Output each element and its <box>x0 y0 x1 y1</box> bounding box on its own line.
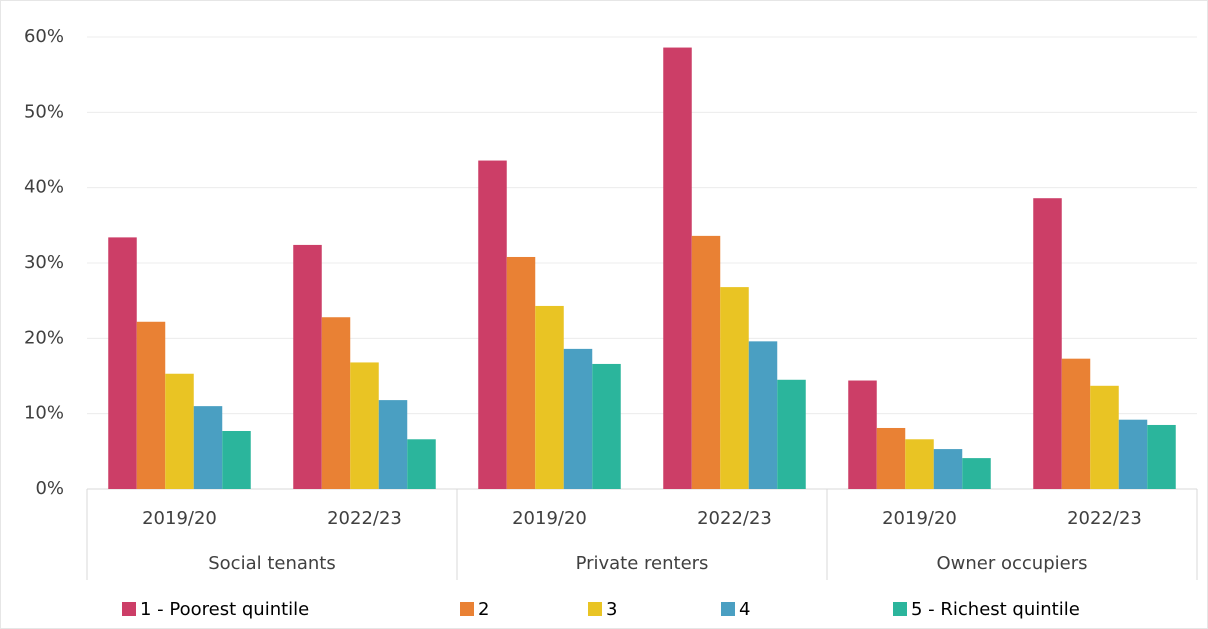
group-label: Private renters <box>576 553 709 574</box>
x-tick-label: 2019/20 <box>142 508 217 529</box>
bar <box>535 305 564 489</box>
x-tick-label: 2019/20 <box>882 508 957 529</box>
legend-label: 3 <box>606 599 617 620</box>
bar <box>378 400 408 489</box>
y-tick-label: 10% <box>24 403 64 424</box>
legend-label: 4 <box>739 599 750 620</box>
bar <box>136 321 166 489</box>
bar <box>1147 424 1176 489</box>
bar <box>407 439 436 489</box>
bar <box>748 341 778 489</box>
bar <box>876 427 906 489</box>
bar <box>933 449 963 489</box>
bar <box>478 160 507 489</box>
y-tick-label: 20% <box>24 327 64 348</box>
y-tick-label: 30% <box>24 252 64 273</box>
legend-label: 1 - Poorest quintile <box>140 599 309 620</box>
bar <box>663 47 692 490</box>
legend-label: 2 <box>478 599 489 620</box>
x-tick-label: 2022/23 <box>697 508 772 529</box>
legend-swatch <box>460 602 474 616</box>
bar <box>222 430 251 489</box>
bar <box>506 256 536 489</box>
bar <box>905 439 934 489</box>
bar <box>1090 385 1119 489</box>
y-tick-label: 50% <box>24 101 64 122</box>
y-tick-label: 60% <box>24 26 64 47</box>
bar <box>108 237 137 489</box>
bar <box>193 406 223 489</box>
y-tick-label: 40% <box>24 177 64 198</box>
bar <box>165 373 194 489</box>
bar <box>563 348 593 489</box>
bar <box>691 235 721 489</box>
bar <box>293 244 322 489</box>
bar <box>848 380 877 489</box>
bar <box>350 362 379 489</box>
bar <box>1033 198 1062 490</box>
legend-swatch <box>893 602 907 616</box>
x-tick-label: 2019/20 <box>512 508 587 529</box>
y-tick-label: 0% <box>35 478 64 499</box>
legend-swatch <box>122 602 136 616</box>
x-tick-label: 2022/23 <box>1067 508 1142 529</box>
bar <box>777 379 806 489</box>
legend-swatch <box>588 602 602 616</box>
legend-label: 5 - Richest quintile <box>911 599 1080 620</box>
bar <box>321 317 351 489</box>
legend-swatch <box>721 602 735 616</box>
group-label: Owner occupiers <box>937 553 1088 574</box>
bar <box>1061 358 1091 489</box>
bar <box>592 363 621 489</box>
group-label: Social tenants <box>208 553 336 574</box>
x-tick-label: 2022/23 <box>327 508 402 529</box>
bar <box>720 287 749 489</box>
bar <box>1118 419 1148 489</box>
bar <box>962 458 991 489</box>
